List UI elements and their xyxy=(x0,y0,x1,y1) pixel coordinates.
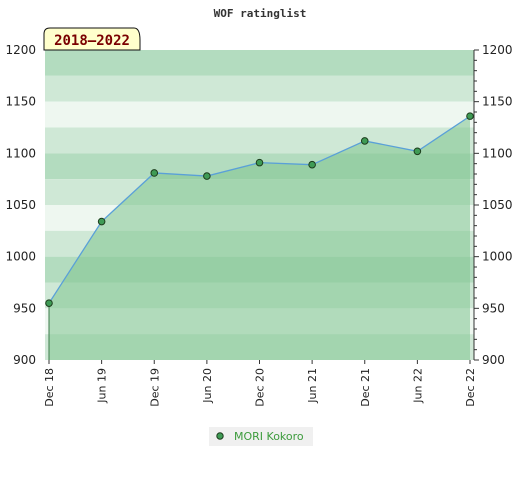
period-badge-label: 2018–2022 xyxy=(54,33,130,49)
x-tick-label: Dec 22 xyxy=(464,368,477,407)
data-point[interactable] xyxy=(150,169,159,177)
x-tick-label: Dec 21 xyxy=(359,368,372,407)
data-point[interactable] xyxy=(413,147,422,156)
data-point[interactable] xyxy=(45,299,53,307)
data-point[interactable] xyxy=(255,158,264,167)
y-tick-label-right: 1050 xyxy=(482,198,513,212)
y-tick-label-left: 1200 xyxy=(5,43,36,57)
data-point[interactable] xyxy=(203,172,211,180)
y-tick-label-right: 1100 xyxy=(482,146,513,160)
series-area xyxy=(49,116,470,360)
markers xyxy=(45,112,474,307)
background-band xyxy=(45,101,474,128)
x-tick-label: Dec 19 xyxy=(148,368,161,407)
y-tick-label-left: 950 xyxy=(13,301,36,315)
legend-marker xyxy=(216,432,224,440)
legend-box xyxy=(209,427,313,446)
chart-title: WOF ratinglist xyxy=(214,7,307,20)
period-badge-shape xyxy=(43,27,141,51)
y-tick-label-left: 1050 xyxy=(5,198,36,212)
y-tick-label-right: 900 xyxy=(482,353,505,367)
background-band xyxy=(45,50,474,76)
x-tick-label: Jun 22 xyxy=(411,368,424,404)
y-tick-label-right: 950 xyxy=(482,301,505,315)
x-tick-label: Jun 19 xyxy=(96,368,109,404)
y-tick-label-left: 1150 xyxy=(5,95,36,109)
axes: 900 900 950 950 1000 1000 1050 1050 1100 1100 1150… xyxy=(5,43,512,407)
legend-label: MORI Kokoro xyxy=(234,430,304,443)
legend[interactable]: MORI Kokoro xyxy=(209,427,313,446)
y-tick-label-right: 1000 xyxy=(482,250,513,264)
x-tick-label: Dec 18 xyxy=(43,368,56,407)
period-badge: 2018–2022 xyxy=(43,27,141,51)
y-tick-label-left: 1100 xyxy=(5,146,36,160)
data-point[interactable] xyxy=(308,160,316,169)
x-tick-label: Dec 20 xyxy=(254,368,267,407)
x-tick-label: Jun 21 xyxy=(306,368,319,404)
y-tick-label-right: 1150 xyxy=(482,95,513,109)
y-tick-label-right: 1200 xyxy=(482,43,513,57)
background-band xyxy=(45,75,474,102)
y-tick-label-left: 900 xyxy=(13,353,36,367)
x-tick-label: Jun 20 xyxy=(201,368,214,404)
data-point[interactable] xyxy=(97,217,106,226)
data-point[interactable] xyxy=(466,112,474,120)
y-tick-label-left: 1000 xyxy=(5,250,36,264)
data-point[interactable] xyxy=(360,137,369,145)
